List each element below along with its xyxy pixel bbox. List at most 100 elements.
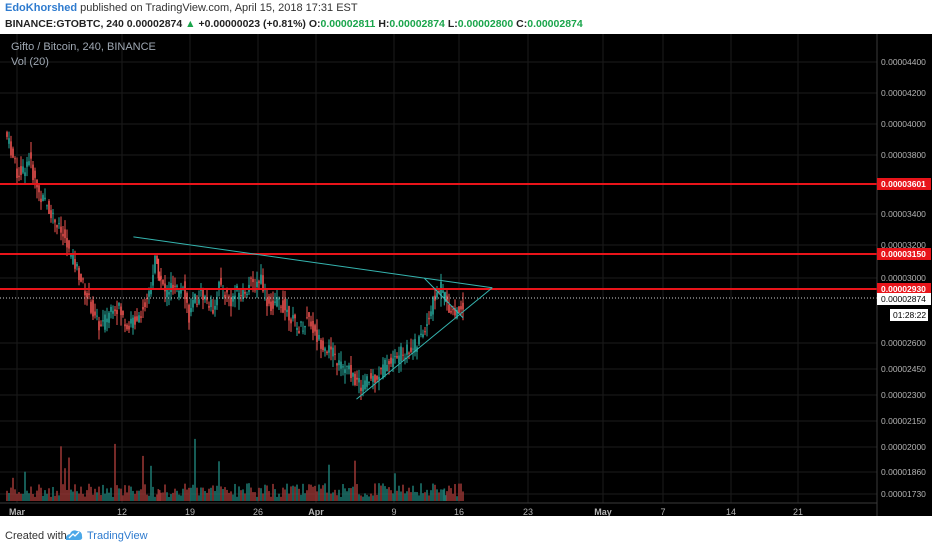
volume-bar	[426, 489, 428, 501]
volume-bar	[24, 471, 26, 501]
current-price-tag-bg	[877, 293, 931, 305]
volume-bar	[120, 488, 122, 501]
candle-body	[412, 348, 414, 350]
volume-bar	[198, 495, 200, 501]
plot-background	[0, 34, 877, 503]
volume-bar	[192, 484, 194, 501]
candle-body	[456, 309, 458, 319]
price-axis-label: 0.00003800	[881, 150, 926, 160]
volume-bar	[456, 496, 458, 501]
candle-body	[302, 330, 304, 332]
volume-bar	[372, 495, 374, 501]
candle-body	[22, 166, 24, 173]
volume-bar	[452, 493, 454, 501]
volume-bar	[444, 495, 447, 501]
candle-body	[330, 346, 332, 350]
volume-bar	[236, 496, 238, 501]
candle-body	[242, 288, 244, 300]
candle-body	[443, 293, 446, 299]
candle-body	[460, 306, 462, 310]
volume-bar	[376, 494, 378, 501]
volume-bar	[314, 485, 316, 501]
volume-bar	[424, 492, 426, 501]
candle-body	[362, 384, 364, 392]
volume-bar	[434, 484, 436, 501]
volume-bar	[422, 493, 424, 501]
candle-body	[50, 210, 52, 219]
candle-body	[124, 324, 126, 327]
time-axis-label: May	[594, 507, 612, 516]
candle-body	[294, 314, 296, 319]
candle-body	[252, 279, 254, 283]
volume-bar	[128, 485, 130, 501]
volume-bar	[126, 492, 128, 501]
candle-body	[230, 297, 232, 307]
volume-bar	[32, 493, 34, 501]
price-axis[interactable]: 0.00004400 0.00004200 0.00004000 0.00003800…	[881, 57, 926, 499]
time-axis-label: Apr	[308, 507, 324, 516]
candle-body	[338, 360, 340, 366]
volume-bar	[144, 484, 146, 501]
candle-body	[346, 365, 348, 367]
volume-bars	[6, 438, 464, 501]
candle-body	[180, 288, 182, 294]
candle-body	[394, 356, 396, 358]
candle-body	[154, 255, 156, 273]
candle-body	[44, 197, 46, 200]
open-label: O:	[308, 18, 321, 30]
time-axis-label: 12	[117, 507, 127, 516]
candle-body	[224, 294, 226, 298]
support-resistance-levels[interactable]	[0, 183, 877, 299]
candle-body	[76, 263, 78, 267]
candle-body	[282, 300, 284, 313]
trendline-2	[424, 277, 464, 319]
candle-body	[196, 303, 198, 305]
candle-body	[268, 296, 270, 304]
volume-bar	[326, 492, 328, 501]
volume-bar	[8, 493, 10, 501]
volume-bar	[330, 493, 332, 501]
time-axis[interactable]: Mar 12 19 26 Apr 9 16 23 May 7 14 21	[9, 507, 803, 516]
candle-body	[214, 306, 216, 310]
candle-body	[462, 302, 464, 310]
volume-bar	[28, 493, 30, 501]
candle-body	[292, 315, 294, 319]
low-label: L:	[447, 18, 458, 30]
volume-bar	[336, 495, 338, 501]
candle-body	[170, 283, 172, 293]
candle-body	[400, 346, 402, 362]
volume-bar	[244, 493, 246, 501]
volume-bar	[346, 491, 348, 501]
volume-bar	[140, 489, 142, 501]
volume-bar	[164, 484, 166, 501]
volume-bar	[292, 485, 294, 501]
volume-bar	[208, 488, 210, 501]
candle-body	[378, 376, 380, 380]
candle-body	[418, 336, 420, 345]
volume-bar	[96, 492, 98, 501]
candle-body	[258, 281, 260, 283]
volume-bar	[180, 495, 182, 501]
candle-body	[32, 164, 34, 181]
tradingview-brand[interactable]: TradingView	[87, 530, 148, 542]
price-axis-label: 0.00004200	[881, 88, 926, 98]
author-link[interactable]: EdoKhorshed	[5, 2, 78, 14]
chart-area[interactable]: 0.00004400 0.00004200 0.00004000 0.00003800…	[0, 34, 932, 516]
price-axis-label: 0.00001730	[881, 489, 926, 499]
tradingview-logo-icon	[65, 530, 83, 540]
candle-body	[48, 200, 50, 215]
volume-bar	[348, 488, 350, 501]
chart-canvas[interactable]: 0.00004400 0.00004200 0.00004000 0.00003800…	[0, 34, 932, 516]
trendlines[interactable]	[133, 236, 493, 400]
time-axis-label: 23	[523, 507, 533, 516]
volume-bar	[88, 483, 90, 501]
volume-bar	[374, 483, 376, 501]
time-axis-label: 14	[726, 507, 736, 516]
candle-body	[270, 301, 272, 311]
volume-bar	[100, 495, 102, 501]
volume-bar	[386, 488, 388, 501]
volume-bar	[454, 484, 456, 501]
volume-bar	[258, 487, 260, 501]
level-tag-label: 0.00003150	[881, 249, 926, 259]
volume-bar	[310, 484, 312, 501]
